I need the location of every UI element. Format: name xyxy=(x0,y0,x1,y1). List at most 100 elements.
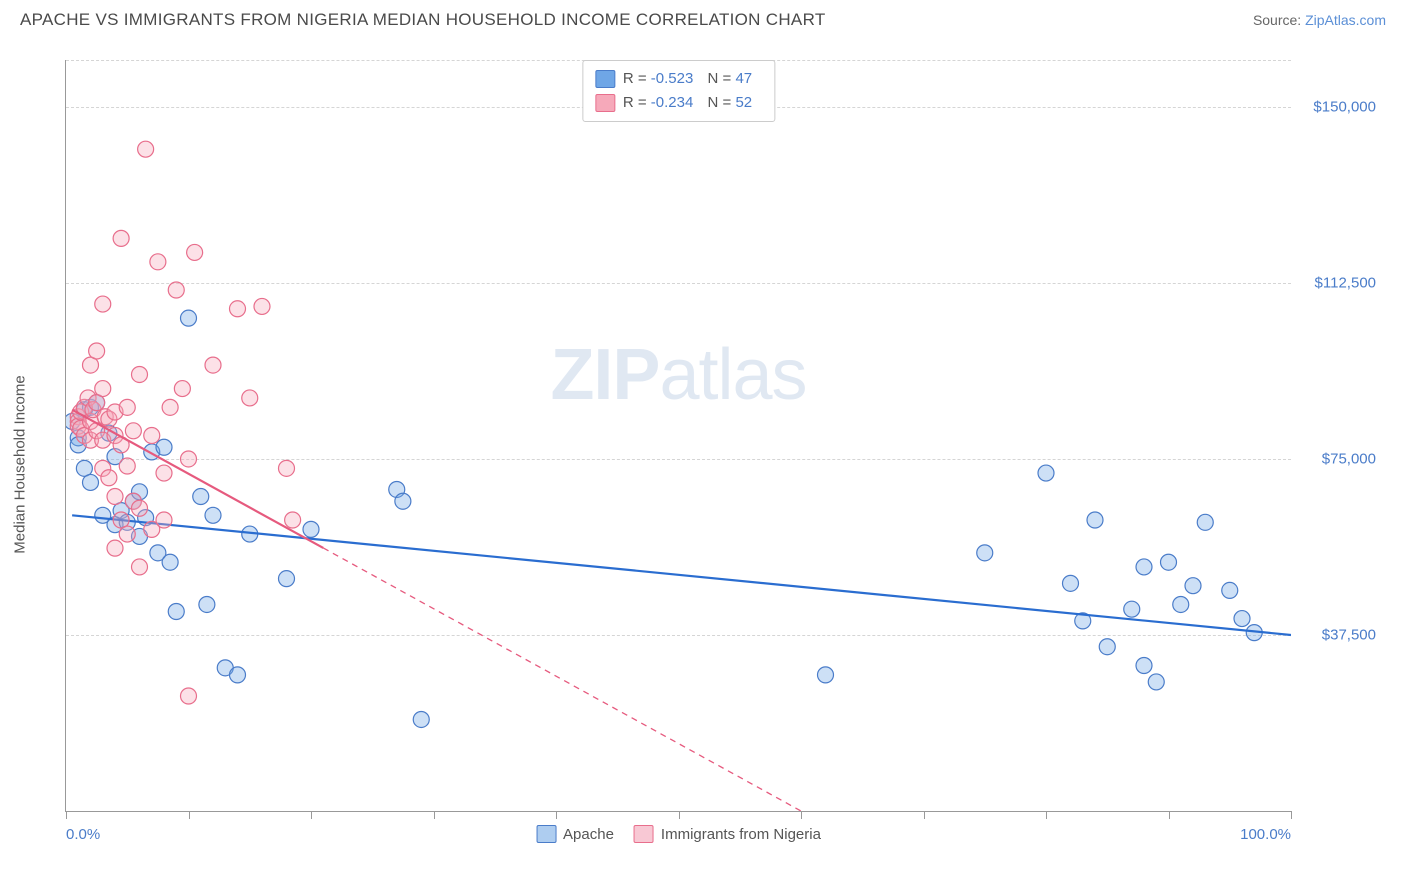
data-point xyxy=(1124,601,1140,617)
legend-row-apache: R = -0.523 N = 47 xyxy=(595,67,762,91)
data-point xyxy=(1038,465,1054,481)
data-point xyxy=(242,390,258,406)
y-tick-label: $75,000 xyxy=(1296,450,1376,467)
data-point xyxy=(168,282,184,298)
data-point xyxy=(181,688,197,704)
legend-item-apache: Apache xyxy=(536,825,614,843)
data-point xyxy=(138,141,154,157)
data-point xyxy=(977,545,993,561)
data-point xyxy=(156,439,172,455)
chart-container: Median Household Income ZIPatlas R = -0.… xyxy=(20,45,1386,867)
x-tick xyxy=(801,811,802,819)
data-point xyxy=(181,451,197,467)
source-attribution: Source: ZipAtlas.com xyxy=(1253,12,1386,28)
data-point xyxy=(156,512,172,528)
data-point xyxy=(125,423,141,439)
legend-label-nigeria: Immigrants from Nigeria xyxy=(661,826,821,843)
data-point xyxy=(162,554,178,570)
data-point xyxy=(174,381,190,397)
y-axis-label: Median Household Income xyxy=(12,375,29,553)
data-point xyxy=(205,357,221,373)
data-point xyxy=(95,381,111,397)
data-point xyxy=(1136,657,1152,673)
data-point xyxy=(119,458,135,474)
legend-row-nigeria: R = -0.234 N = 52 xyxy=(595,91,762,115)
x-tick xyxy=(434,811,435,819)
data-point xyxy=(119,526,135,542)
data-point xyxy=(193,489,209,505)
nigeria-r-value: -0.234 xyxy=(651,94,694,111)
data-point xyxy=(1148,674,1164,690)
data-point xyxy=(144,428,160,444)
apache-r-value: -0.523 xyxy=(651,70,694,87)
y-tick-label: $37,500 xyxy=(1296,626,1376,643)
scatter-plot-svg xyxy=(66,60,1291,811)
data-point xyxy=(1161,554,1177,570)
data-point xyxy=(1197,514,1213,530)
data-point xyxy=(113,230,129,246)
plot-area: ZIPatlas R = -0.523 N = 47 R = -0.234 N … xyxy=(65,60,1291,812)
legend-item-nigeria: Immigrants from Nigeria xyxy=(634,825,821,843)
x-tick xyxy=(1169,811,1170,819)
nigeria-n-value: 52 xyxy=(735,94,752,111)
data-point xyxy=(156,465,172,481)
data-point xyxy=(1234,611,1250,627)
data-point xyxy=(279,460,295,476)
data-point xyxy=(89,343,105,359)
data-point xyxy=(101,470,117,486)
x-tick xyxy=(924,811,925,819)
x-tick xyxy=(311,811,312,819)
data-point xyxy=(168,604,184,620)
data-point xyxy=(413,711,429,727)
data-point xyxy=(199,596,215,612)
apache-n-value: 47 xyxy=(735,70,752,87)
data-point xyxy=(1173,596,1189,612)
x-tick xyxy=(189,811,190,819)
series-legend: Apache Immigrants from Nigeria xyxy=(536,825,821,843)
x-tick xyxy=(1291,811,1292,819)
data-point xyxy=(1136,559,1152,575)
source-label: Source: xyxy=(1253,12,1301,28)
trend-line-extrapolated xyxy=(323,548,801,811)
data-point xyxy=(1222,582,1238,598)
x-tick-label: 100.0% xyxy=(1240,826,1291,843)
data-point xyxy=(162,399,178,415)
data-point xyxy=(107,540,123,556)
chart-title: APACHE VS IMMIGRANTS FROM NIGERIA MEDIAN… xyxy=(20,10,826,30)
apache-swatch xyxy=(595,70,615,88)
data-point xyxy=(132,500,148,516)
apache-swatch-icon xyxy=(536,825,556,843)
data-point xyxy=(1099,639,1115,655)
y-tick-label: $150,000 xyxy=(1296,98,1376,115)
data-point xyxy=(279,571,295,587)
data-point xyxy=(95,296,111,312)
x-tick xyxy=(679,811,680,819)
nigeria-swatch xyxy=(595,94,615,112)
data-point xyxy=(285,512,301,528)
data-point xyxy=(230,667,246,683)
data-point xyxy=(205,507,221,523)
data-point xyxy=(119,399,135,415)
trend-line xyxy=(72,515,1291,635)
data-point xyxy=(1185,578,1201,594)
data-point xyxy=(303,521,319,537)
data-point xyxy=(132,559,148,575)
data-point xyxy=(132,366,148,382)
correlation-legend: R = -0.523 N = 47 R = -0.234 N = 52 xyxy=(582,60,775,122)
data-point xyxy=(187,244,203,260)
data-point xyxy=(83,474,99,490)
data-point xyxy=(818,667,834,683)
data-point xyxy=(181,310,197,326)
data-point xyxy=(1087,512,1103,528)
data-point xyxy=(150,254,166,270)
data-point xyxy=(1063,575,1079,591)
data-point xyxy=(107,489,123,505)
x-tick xyxy=(1046,811,1047,819)
x-tick xyxy=(556,811,557,819)
y-tick-label: $112,500 xyxy=(1296,274,1376,291)
x-tick xyxy=(66,811,67,819)
data-point xyxy=(254,298,270,314)
x-tick-label: 0.0% xyxy=(66,826,100,843)
source-link[interactable]: ZipAtlas.com xyxy=(1305,12,1386,28)
nigeria-swatch-icon xyxy=(634,825,654,843)
